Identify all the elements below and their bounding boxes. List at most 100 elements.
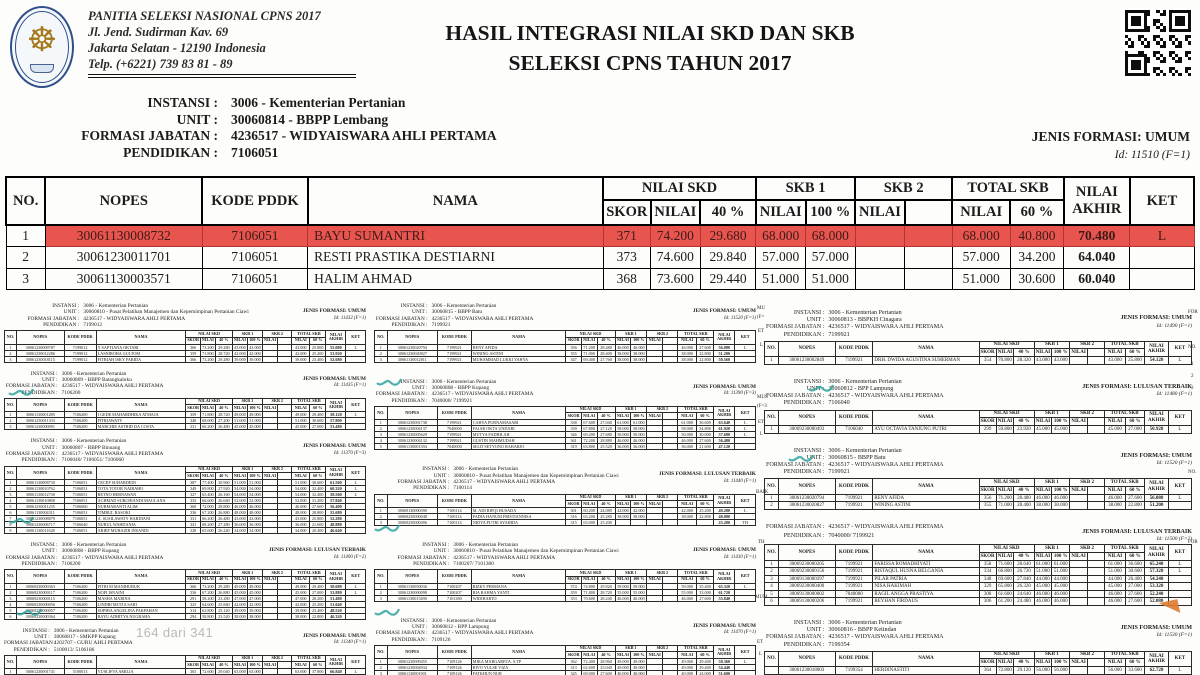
pendidikan-label: PENDIDIKAN :	[783, 469, 825, 476]
skd-40: 28.240	[596, 594, 616, 602]
column-header: TOTAL SKB	[1104, 544, 1146, 553]
skb1-nilai: 49.000	[614, 658, 632, 666]
pendidikan-label: PENDIDIKAN :	[21, 560, 58, 567]
totskb-60: 27.600	[309, 503, 327, 511]
column-header	[1086, 348, 1106, 358]
nama: MARCHIE ASTRID DA COSTA	[95, 423, 187, 431]
skb1-nilai: 45.000	[1033, 425, 1053, 434]
column-header: NILAI	[1069, 348, 1088, 358]
skd-nilai: 66.200	[199, 423, 216, 431]
column-header: NILAI	[1104, 417, 1126, 427]
skd-nilai: 72.400	[580, 658, 598, 666]
nama: RENY AFIDA	[872, 493, 980, 503]
nilai-akhir: 50.920	[1144, 425, 1169, 434]
skb2-blank	[662, 355, 679, 363]
column-header: TOTAL SKB	[951, 176, 1065, 201]
column-header: NO.	[4, 569, 17, 584]
skd-skor: 354	[978, 356, 997, 365]
skd-skor: 329	[978, 582, 997, 591]
pendidikan-label: PENDIDIKAN :	[413, 485, 450, 492]
skb2-blank	[1086, 597, 1106, 606]
formasi-label: FORMASI JABATAN :	[765, 634, 825, 641]
pendidikan-label: PENDIDIKAN :	[783, 331, 825, 338]
skd-skor: 368	[602, 267, 652, 290]
skb2-blank	[904, 246, 953, 269]
column-header: NILAI	[580, 651, 598, 660]
unit-label: UNIT :	[433, 472, 450, 479]
no: 4	[763, 582, 780, 591]
kode-pddk: 7199921	[834, 356, 874, 365]
kode-pddk: 7106040	[834, 425, 874, 434]
pendidikan-value: 7106051	[231, 144, 279, 160]
skd-nilai: 68.000	[199, 417, 216, 425]
column-header: KODE PDDK	[436, 569, 472, 584]
column-header: KODE PDDK	[834, 340, 874, 358]
nilai-akhir: 60.040	[1063, 267, 1131, 290]
totskb-60: 27.000	[1124, 425, 1146, 434]
column-header: KET	[734, 569, 756, 584]
unit-label: UNIT :	[41, 376, 58, 383]
table-row: 6 30069130000206 7199921 REYHAN FIRDAUS 306 6…	[763, 597, 1193, 606]
skb1-100: 52.000	[246, 497, 264, 505]
no: 3	[5, 267, 46, 290]
column-header: KODE PDDK	[436, 493, 472, 509]
kode-pddk: 7106200	[63, 612, 97, 620]
skb1-100: 38.000	[630, 349, 648, 357]
column-header: SKOR	[978, 485, 997, 495]
no: 3	[374, 670, 388, 675]
unit-value: 30060812 - BPP Lampung	[431, 624, 490, 631]
column-header: KET	[734, 493, 756, 509]
nilai-akhir: 57.320	[1144, 567, 1169, 576]
instansi-value: 3006 - Kementerian Pertanian	[828, 447, 902, 454]
formasi-value: 4236517 - WIDYAISWARA AHLI PERTAMA	[828, 462, 944, 469]
nilai-akhir: 52.680	[325, 355, 347, 363]
skd-skor: 347	[565, 355, 582, 363]
pendidikan-value: 7100114	[453, 485, 472, 492]
skd-nilai: 73.200	[199, 343, 216, 351]
column-header: 100 %	[1051, 551, 1071, 561]
unit-value: 30060816 - BBPP Ketindan	[828, 627, 897, 634]
skb1-nilai: 43.000	[231, 515, 248, 523]
skb1-100: 57.000	[805, 246, 856, 269]
jenis-formasi: JENIS FORMASI: UMUM	[302, 632, 366, 639]
totskb-60: 23.400	[309, 606, 327, 614]
table-row: 1 30061230001741 5100013 YUSLIFVA AMILIA 363…	[4, 668, 366, 675]
column-header: KET	[345, 465, 366, 481]
totskb-nilai: 46.000	[1104, 589, 1126, 599]
cut-page-fragment: MUS	[757, 395, 768, 400]
column-header: NILAI AKHIR	[1062, 176, 1131, 226]
kode-pddk: 7106051	[63, 527, 97, 535]
instansi-value: 3006 - Kementerian Pertanian	[83, 303, 149, 309]
thumbnail-column: INSTANSI :3006 - Kementerian Pertanian UN…	[374, 303, 756, 675]
column-header: NILAI SKD	[602, 176, 757, 201]
skb1-nilai: 63.000	[231, 668, 248, 675]
totskb-nilai: 57.000	[951, 246, 1011, 269]
formasi-label: FORMASI JABATAN :	[5, 383, 58, 390]
skb1-nilai: 42.000	[231, 349, 248, 357]
page-thumbnail: INSTANSI :3006 - Kementerian Pertanian UN…	[763, 620, 1193, 675]
column-header: NILAI SKD	[978, 409, 1035, 419]
column-header: NILAI	[231, 661, 248, 670]
cut-page-fragment: 2	[1191, 374, 1194, 379]
formasi-id: Id: 11520 (F=1)	[723, 315, 756, 321]
kode-pddk: 7106051	[201, 224, 309, 247]
column-header: NAMA	[872, 544, 980, 561]
skb1-nilai: 51.000	[755, 267, 807, 290]
skb2-nilai	[646, 519, 664, 527]
jenis-formasi: JENIS FORMASI: UMUM	[692, 547, 756, 554]
skb2-nilai	[1069, 559, 1088, 569]
page-title: HASIL INTEGRASI NILAI SKD DAN SKB SELEKS…	[370, 18, 930, 78]
ket	[1167, 589, 1193, 599]
column-header: NILAI	[649, 199, 702, 226]
instansi-label: INSTANSI :	[400, 303, 428, 309]
column-header: NILAI	[580, 412, 598, 421]
skb1-nilai: 40.000	[614, 670, 632, 675]
column-header: NO.	[4, 654, 17, 670]
skd-40: 26.480	[214, 423, 233, 431]
formasi-jabatan-label: FORMASI JABATAN :	[81, 128, 218, 143]
unit-label: UNIT :	[34, 634, 50, 641]
column-header: NILAI AKHIR	[713, 569, 736, 584]
column-header: NO.	[763, 409, 780, 427]
skb1-nilai: 46.000	[614, 343, 632, 351]
column-header: SKB 2	[1069, 409, 1106, 419]
